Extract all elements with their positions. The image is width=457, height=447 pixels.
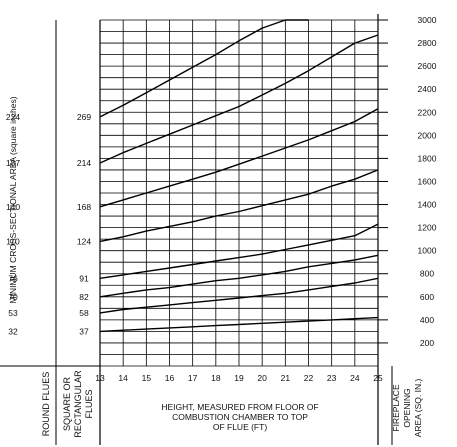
- x-tick-label: 16: [165, 373, 175, 383]
- series-line-4: [99, 169, 379, 243]
- round-flue-area-label: 224: [6, 112, 20, 122]
- right-tick-label: 2800: [418, 38, 437, 48]
- x-tick-label: 25: [373, 373, 383, 383]
- series-line-6: [99, 254, 379, 298]
- rect-flue-area-label: 124: [77, 236, 91, 246]
- round-flues-label: ROUND FLUES: [41, 372, 51, 437]
- round-flue-area-label: 53: [8, 308, 18, 318]
- right-tick-label: 200: [420, 338, 434, 348]
- right-axis-title-line3: AREA (SQ. IN.): [413, 379, 423, 438]
- grid-lines: [99, 19, 379, 367]
- x-tick-label: 14: [118, 373, 128, 383]
- series-line-1: [99, 19, 309, 118]
- rect-flue-area-label: 37: [79, 326, 89, 336]
- round-flue-area-label: 140: [6, 202, 20, 212]
- x-tick-label: 22: [304, 373, 314, 383]
- round-flue-area-label: 70: [8, 292, 18, 302]
- x-tick-label: 23: [327, 373, 337, 383]
- series-line-5: [99, 223, 379, 279]
- round-flue-area-label: 32: [8, 326, 18, 336]
- right-tick-label: 400: [420, 315, 434, 325]
- rect-flue-area-label: 269: [77, 112, 91, 122]
- right-tick-label: 2400: [418, 84, 437, 94]
- right-tick-label: 600: [420, 292, 434, 302]
- x-tick-label: 24: [350, 373, 360, 383]
- series-line-3: [99, 108, 379, 208]
- rect-flue-area-label: 214: [77, 158, 91, 168]
- x-axis-title-line2: COMBUSTION CHAMBER TO TOP: [172, 412, 308, 422]
- right-axis-title-line1: FIREPLACE: [391, 384, 401, 432]
- round-flue-area-label: 76: [8, 273, 18, 283]
- right-tick-label: 1600: [418, 176, 437, 186]
- rect-flues-label-line2: RECTANGULAR: [73, 370, 83, 438]
- right-tick-label: 1200: [418, 223, 437, 233]
- x-tick-label: 20: [257, 373, 267, 383]
- right-tick-label: 3000: [418, 15, 437, 25]
- rect-flues-label-line1: SQUARE OR: [62, 376, 72, 431]
- x-tick-label: 18: [211, 373, 221, 383]
- x-axis-title-line1: HEIGHT, MEASURED FROM FLOOR OF: [161, 402, 318, 412]
- y-axis-title: MINIMUM CROSS-SECTIONAL AREA (square inc…: [8, 96, 18, 303]
- right-axis-ticks: 200 400 600 800 1000 1200 1400 1600 1800 2000 2200…: [378, 15, 437, 348]
- series-line-7: [99, 277, 379, 314]
- x-axis-ticks: 13 14 15 16 17 18 19 20 21 22 23 24 25: [95, 373, 383, 383]
- flue-area-labels: 224 187 140 110 76 70 53 32 269 214 168 124 91 82 58 37: [6, 112, 91, 337]
- right-tick-label: 1800: [418, 153, 437, 163]
- right-tick-label: 1000: [418, 246, 437, 256]
- right-tick-label: 2200: [418, 107, 437, 117]
- series-line-2: [99, 34, 379, 164]
- rect-flue-area-label: 168: [77, 202, 91, 212]
- round-flue-area-label: 187: [6, 158, 20, 168]
- rect-flues-label-line3: FLUES: [84, 389, 94, 418]
- x-tick-label: 19: [234, 373, 244, 383]
- right-tick-label: 1400: [418, 200, 437, 210]
- x-axis-title-line3: OF FLUE (FT): [213, 422, 267, 432]
- right-tick-label: 800: [420, 269, 434, 279]
- right-tick-label: 2600: [418, 61, 437, 71]
- right-tick-label: 2000: [418, 130, 437, 140]
- right-axis-title-line2: OPENING: [402, 388, 412, 427]
- series-line-8: [99, 316, 379, 333]
- x-tick-label: 17: [188, 373, 198, 383]
- x-tick-label: 13: [95, 373, 105, 383]
- rect-flue-area-label: 91: [79, 273, 89, 283]
- curves: [99, 19, 379, 333]
- round-flue-area-label: 110: [6, 236, 20, 246]
- rect-flue-area-label: 58: [79, 308, 89, 318]
- rect-flue-area-label: 82: [79, 292, 89, 302]
- x-tick-label: 15: [142, 373, 152, 383]
- x-tick-label: 21: [281, 373, 291, 383]
